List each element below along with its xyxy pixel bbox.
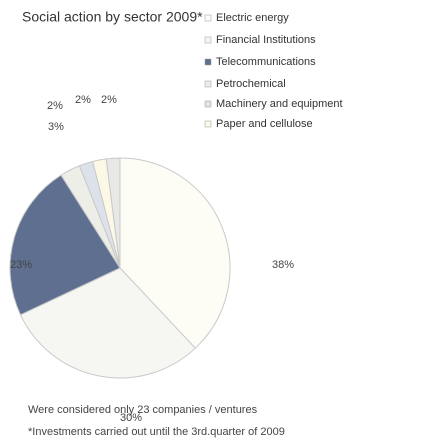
legend-swatch bbox=[204, 14, 212, 22]
legend-swatch bbox=[204, 80, 212, 88]
footnote: Were considered only 23 companies / vent… bbox=[28, 404, 258, 416]
footnote: *Investments carried out until the 3rd.q… bbox=[28, 426, 285, 438]
legend-text: Machinery and equipment bbox=[216, 98, 343, 110]
legend-text: Telecommunications bbox=[216, 56, 316, 68]
data-label: 2% bbox=[47, 100, 63, 112]
pie-slice bbox=[105, 157, 121, 269]
pie-slice bbox=[119, 157, 231, 349]
legend-swatch bbox=[204, 100, 212, 108]
data-label: 2% bbox=[101, 94, 117, 106]
legend-text: Financial Institutions bbox=[216, 34, 316, 46]
data-label: 3% bbox=[48, 121, 64, 133]
data-label: 38% bbox=[272, 259, 294, 271]
pie-slice bbox=[19, 267, 197, 379]
legend-swatch bbox=[204, 120, 212, 128]
data-label: 2% bbox=[75, 94, 91, 106]
legend-text: Electric energy bbox=[216, 12, 289, 24]
pie-slice bbox=[9, 174, 121, 316]
legend-text: Petrochemical bbox=[216, 78, 286, 90]
chart-title: Social action by sector 2009* bbox=[22, 9, 203, 25]
legend-swatch bbox=[204, 58, 212, 66]
legend-text: Paper and cellulose bbox=[216, 118, 313, 130]
legend-swatch bbox=[204, 36, 212, 44]
data-label: 23% bbox=[10, 259, 32, 271]
data-label: 30% bbox=[120, 412, 142, 424]
